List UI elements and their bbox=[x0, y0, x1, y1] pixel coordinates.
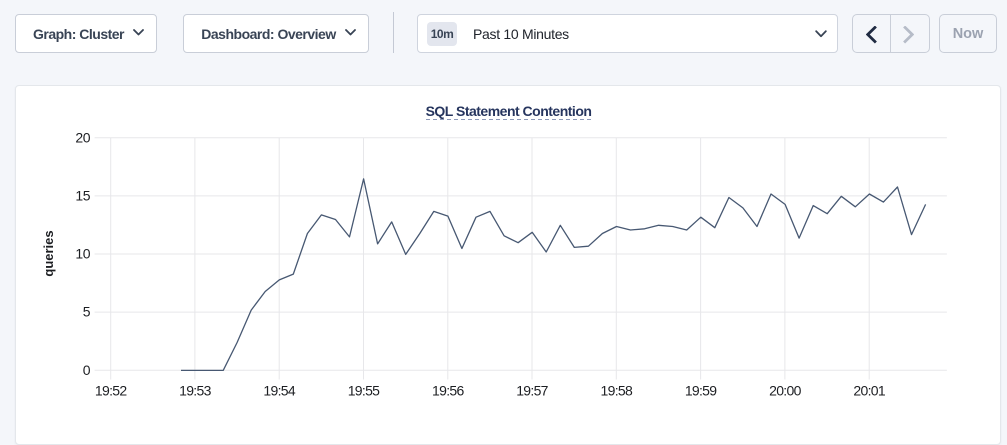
svg-text:19:54: 19:54 bbox=[263, 383, 295, 399]
svg-text:19:57: 19:57 bbox=[516, 383, 548, 399]
svg-text:19:53: 19:53 bbox=[179, 383, 211, 399]
svg-text:19:55: 19:55 bbox=[348, 383, 380, 399]
svg-text:19:59: 19:59 bbox=[685, 383, 717, 399]
svg-text:20: 20 bbox=[75, 129, 90, 145]
svg-text:10: 10 bbox=[75, 246, 90, 262]
svg-text:0: 0 bbox=[83, 362, 91, 378]
svg-text:19:58: 19:58 bbox=[601, 383, 633, 399]
svg-text:20:01: 20:01 bbox=[853, 383, 885, 399]
svg-text:5: 5 bbox=[83, 304, 91, 320]
svg-text:19:56: 19:56 bbox=[432, 383, 464, 399]
svg-text:20:00: 20:00 bbox=[769, 383, 801, 399]
svg-text:19:52: 19:52 bbox=[95, 383, 127, 399]
svg-text:15: 15 bbox=[75, 187, 90, 203]
svg-text:queries: queries bbox=[41, 230, 56, 276]
